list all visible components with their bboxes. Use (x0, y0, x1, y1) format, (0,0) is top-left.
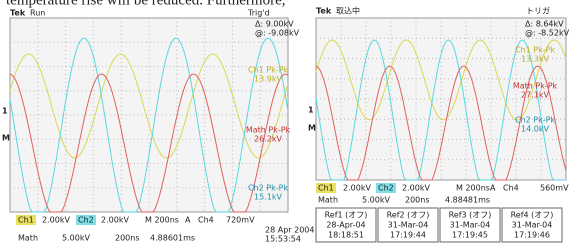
math-setting: 5.00kV (62, 234, 90, 243)
measurement-label: Math Pk-Pk (513, 82, 558, 91)
channel-setting: A (185, 216, 191, 225)
measurement-value: 14.0kV (521, 125, 549, 134)
measurement-label: Ch1 Pk-Pk (248, 66, 288, 75)
ref-time: 17:19:45 (452, 231, 488, 240)
math-setting: 200ns (405, 196, 430, 205)
time: 15:53:54 (265, 235, 301, 243)
ref-name: Ref1 (オフ) (325, 211, 368, 220)
measurement-value: 15.1kV (254, 193, 282, 202)
channel-marker: 1 (2, 107, 8, 116)
channel-marker: M (308, 124, 316, 133)
cursor-delta: Δ: 8.64kV (525, 20, 564, 29)
ref-date: 31-Mar-04 (512, 221, 553, 230)
channel-setting: 720mV (226, 216, 255, 225)
ref-time: 17:19:44 (390, 231, 426, 240)
channel-setting: 2.00kV (42, 216, 70, 225)
math-setting: 5.00kV (362, 196, 390, 205)
math-setting: 4.88481ms (445, 196, 490, 205)
measurement-value: 13.3kV (521, 55, 549, 64)
ref-time: 18:18:51 (328, 231, 364, 240)
channel-marker: 1 (308, 106, 314, 115)
ref-date: 31-Mar-04 (450, 221, 491, 230)
channel-setting: 2.00kV (402, 184, 430, 193)
channel-setting: 560mV (540, 184, 569, 193)
measurement-value: 27.1kV (521, 91, 549, 100)
channel-setting: Ch2 (78, 216, 94, 225)
channel-marker: M (2, 134, 10, 143)
status: 取込中 (336, 6, 360, 16)
measurement-label: Ch2 Pk-Pk (248, 184, 288, 193)
channel-setting: 2.00kV (101, 216, 129, 225)
ref-time: 17:19:46 (514, 231, 550, 240)
ref-name: Ref4 (オフ) (511, 211, 554, 220)
cursor-at: @: -9.08kV (255, 29, 300, 38)
brand: Tek (316, 7, 332, 16)
trigger-status: トリガ (526, 6, 550, 16)
channel-setting: Ch4 (503, 184, 519, 193)
date: 28 Apr 2004 (265, 226, 314, 235)
ref-name: Ref3 (オフ) (449, 211, 492, 220)
ref-date: 28-Apr-04 (326, 221, 365, 230)
channel-setting: Ch4 (198, 216, 214, 225)
math-setting: 200ns (115, 234, 140, 243)
cursor-delta: Δ: 9.00kV (255, 20, 294, 29)
measurement-label: Ch2 Pk-Pk (515, 116, 555, 125)
trigger-status: Trig'd (247, 9, 270, 18)
channel-setting: M 200ns (456, 184, 490, 193)
ref-name: Ref2 (オフ) (387, 211, 430, 220)
measurement-label: Math Pk-Pk (246, 126, 291, 135)
status: Run (30, 9, 45, 18)
math-setting: Math (18, 234, 38, 243)
math-setting: 4.88601ms (150, 234, 195, 243)
measurement-label: Ch1 Pk-Pk (515, 46, 555, 55)
brand: Tek (10, 9, 26, 18)
caption: temperature rise will be reduced. Furthe… (6, 0, 285, 8)
screenshot: temperature rise will be reduced. Furthe… (0, 0, 569, 243)
channel-setting: Ch2 (378, 184, 394, 193)
channel-setting: Ch1 (18, 216, 34, 225)
channel-setting: 2.00kV (343, 184, 371, 193)
measurement-value: 26.2kV (254, 135, 282, 144)
math-setting: Math (318, 196, 338, 205)
cursor-at: @: -8.52kV (525, 29, 569, 38)
channel-setting: M 200ns (145, 216, 179, 225)
channel-setting: A (490, 184, 496, 193)
channel-setting: Ch1 (318, 184, 334, 193)
measurement-value: 13.9kV (254, 75, 282, 84)
ref-date: 31-Mar-04 (388, 221, 429, 230)
